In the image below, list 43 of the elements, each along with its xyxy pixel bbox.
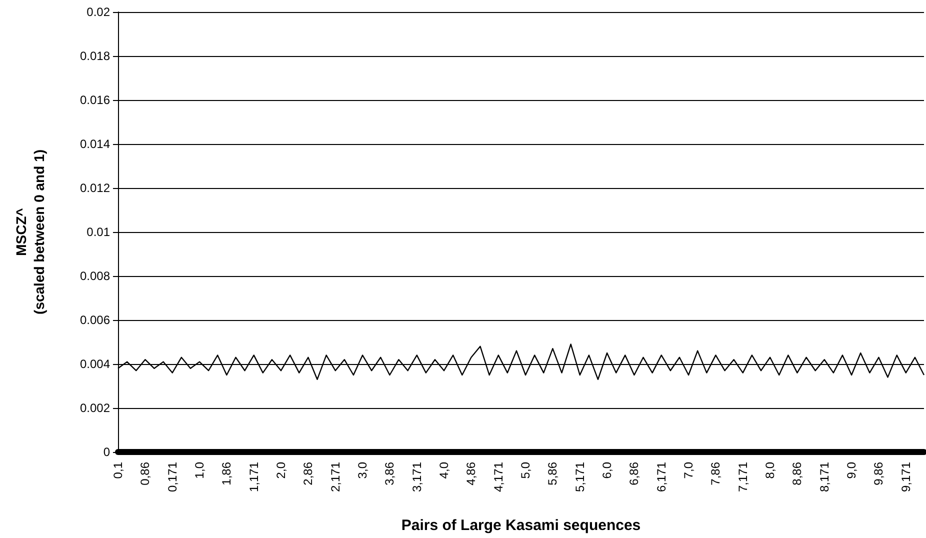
x-tick-label: 2,0 bbox=[274, 462, 288, 479]
x-tick-label: 4,171 bbox=[491, 462, 506, 492]
y-tick-label: 0.018 bbox=[80, 49, 110, 63]
x-tick-label: 7,0 bbox=[682, 462, 696, 479]
y-tick-label: 0.002 bbox=[80, 401, 110, 415]
x-tick-label: 9,0 bbox=[844, 462, 859, 479]
x-tick-label: 1,86 bbox=[220, 462, 234, 486]
x-tick-label: 5,86 bbox=[546, 462, 560, 486]
x-tick-label: 2,86 bbox=[301, 462, 316, 486]
x-tick-label: 3,0 bbox=[356, 462, 370, 479]
x-tick-label: 0,86 bbox=[138, 462, 152, 486]
x-axis-title: Pairs of Large Kasami sequences bbox=[401, 517, 641, 534]
y-tick-label: 0.02 bbox=[86, 5, 110, 19]
x-tick-label: 5,171 bbox=[572, 462, 587, 492]
y-tick-label: 0.008 bbox=[80, 269, 110, 283]
y-tick-label: 0.016 bbox=[80, 93, 110, 107]
y-tick-label: 0.006 bbox=[80, 313, 110, 327]
x-tick-label: 8,171 bbox=[817, 462, 832, 492]
x-tick-label: 3,171 bbox=[410, 462, 424, 492]
x-tick-label: 9,86 bbox=[872, 462, 886, 486]
y-axis-title: MSCZ^ (scaled between 0 and 1) bbox=[13, 150, 47, 314]
x-tick-label: 3,86 bbox=[382, 462, 397, 486]
x-tick-label: 6,171 bbox=[654, 462, 668, 492]
x-tick-label: 5,0 bbox=[518, 462, 533, 479]
x-tick-label: 2,171 bbox=[328, 462, 342, 492]
x-tick-label: 9,171 bbox=[898, 462, 913, 492]
x-tick-label: 8,86 bbox=[790, 462, 804, 486]
x-tick-label: 6,86 bbox=[627, 462, 642, 486]
y-tick-label: 0 bbox=[103, 445, 110, 459]
x-tick-label: 6,0 bbox=[600, 462, 614, 479]
x-tick-label: 1,171 bbox=[246, 462, 261, 492]
y-tick-label: 0.01 bbox=[86, 225, 110, 239]
y-tick-label: 0.014 bbox=[80, 137, 110, 151]
x-tick-label: 0,171 bbox=[165, 462, 180, 492]
x-tick-label: 4,0 bbox=[437, 462, 452, 479]
y-tick-label: 0.004 bbox=[80, 357, 110, 371]
y-tick-label: 0.012 bbox=[80, 181, 110, 195]
x-tick-label: 7,86 bbox=[708, 462, 723, 486]
x-tick-label: 7,171 bbox=[736, 462, 750, 492]
x-tick-label: 1,0 bbox=[192, 462, 207, 479]
x-tick-label: 8,0 bbox=[763, 462, 778, 479]
x-tick-label: 4,86 bbox=[464, 462, 478, 486]
x-tick-label: 0,1 bbox=[111, 462, 125, 479]
